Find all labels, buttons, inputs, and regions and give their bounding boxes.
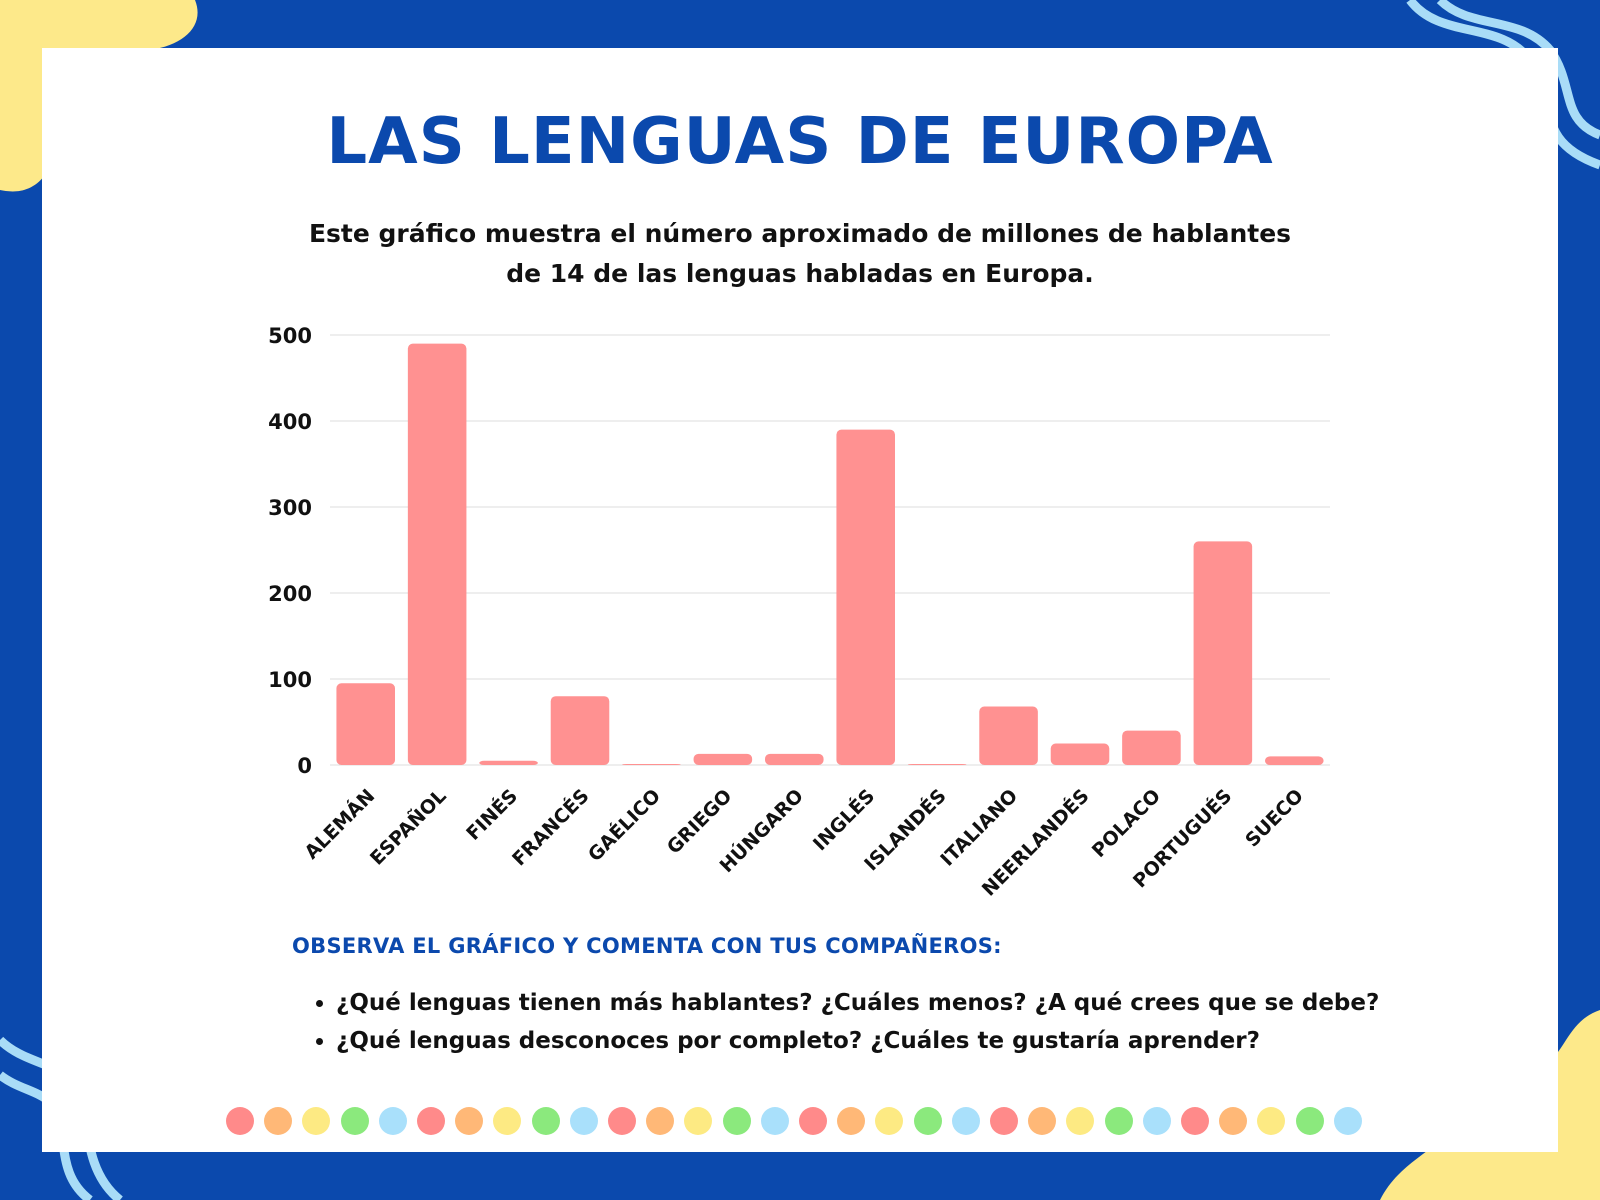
decorative-dot xyxy=(951,1107,980,1135)
decorative-dot xyxy=(722,1107,751,1135)
x-tick-label: SUECO xyxy=(1241,785,1308,852)
page-title: LAS LENGUAS DE EUROPA xyxy=(326,105,1274,179)
decorative-dot xyxy=(875,1107,904,1135)
x-tick-label: FINÉS xyxy=(462,784,523,845)
y-tick-label: 500 xyxy=(268,324,312,348)
x-tick-label: GAÉLICO xyxy=(583,784,665,866)
decorative-dot xyxy=(837,1107,866,1135)
decorative-dot xyxy=(531,1107,560,1135)
x-tick-label: POLACO xyxy=(1088,785,1165,862)
x-tick-label: FRANCÉS xyxy=(507,784,593,870)
bar xyxy=(407,343,467,765)
decorative-dot xyxy=(378,1107,407,1135)
chart-description: Este gráfico muestra el número aproximad… xyxy=(308,219,1292,288)
bar xyxy=(550,696,610,765)
x-tick-label: ESPAÑOL xyxy=(365,784,451,870)
decorative-dot xyxy=(1257,1107,1286,1135)
decorative-dot xyxy=(760,1107,789,1135)
y-tick-label: 200 xyxy=(268,582,312,606)
decorative-dot xyxy=(1142,1107,1171,1135)
decorative-dot xyxy=(913,1107,942,1135)
decorative-dot xyxy=(1295,1107,1324,1135)
decorative-dot xyxy=(569,1107,598,1135)
bar xyxy=(836,429,895,765)
y-tick-label: 400 xyxy=(268,410,312,434)
bar xyxy=(693,753,753,765)
discussion-prompt: OBSERVA EL GRÁFICO Y COMENTA CON TUS COM… xyxy=(292,934,1002,958)
decorative-dot xyxy=(1219,1107,1248,1135)
bar xyxy=(336,683,395,765)
decorative-dot xyxy=(417,1107,445,1135)
decorative-dot xyxy=(302,1107,331,1135)
decorative-dot xyxy=(226,1107,254,1135)
content-card xyxy=(42,48,1558,1152)
x-tick-label: INGLÉS xyxy=(808,784,879,855)
bar xyxy=(1265,756,1324,765)
decorative-dot xyxy=(340,1107,369,1135)
bar xyxy=(1122,730,1181,765)
y-tick-label: 100 xyxy=(268,668,312,692)
bar xyxy=(1193,541,1253,765)
decorative-dot xyxy=(1066,1107,1095,1135)
decorative-dot xyxy=(1028,1107,1057,1135)
bar xyxy=(622,764,681,765)
question-list: ¿Qué lenguas tienen más hablantes? ¿Cuál… xyxy=(306,984,1379,1060)
bar xyxy=(479,760,538,765)
bar xyxy=(907,764,967,765)
decorative-dot xyxy=(1104,1107,1133,1135)
decorative-dot xyxy=(646,1107,675,1135)
x-tick-label: GRIEGO xyxy=(663,785,737,859)
decorative-dot xyxy=(1333,1107,1362,1135)
decorative-dot xyxy=(608,1107,636,1135)
y-tick-label: 0 xyxy=(297,754,312,778)
decorative-dot xyxy=(799,1107,827,1135)
question-item: ¿Qué lenguas tienen más hablantes? ¿Cuál… xyxy=(336,984,1379,1022)
bar xyxy=(1050,743,1110,765)
decorative-dot xyxy=(990,1107,1018,1135)
decorative-dot xyxy=(493,1107,522,1135)
decorative-dot xyxy=(684,1107,713,1135)
bar xyxy=(979,706,1038,765)
y-tick-label: 300 xyxy=(268,496,312,520)
dot-divider xyxy=(226,1107,1376,1137)
question-item: ¿Qué lenguas desconoces por completo? ¿C… xyxy=(336,1022,1379,1060)
decorative-dot xyxy=(1181,1107,1209,1135)
bar xyxy=(765,753,824,765)
decorative-dot xyxy=(455,1107,484,1135)
decorative-dot xyxy=(264,1107,293,1135)
